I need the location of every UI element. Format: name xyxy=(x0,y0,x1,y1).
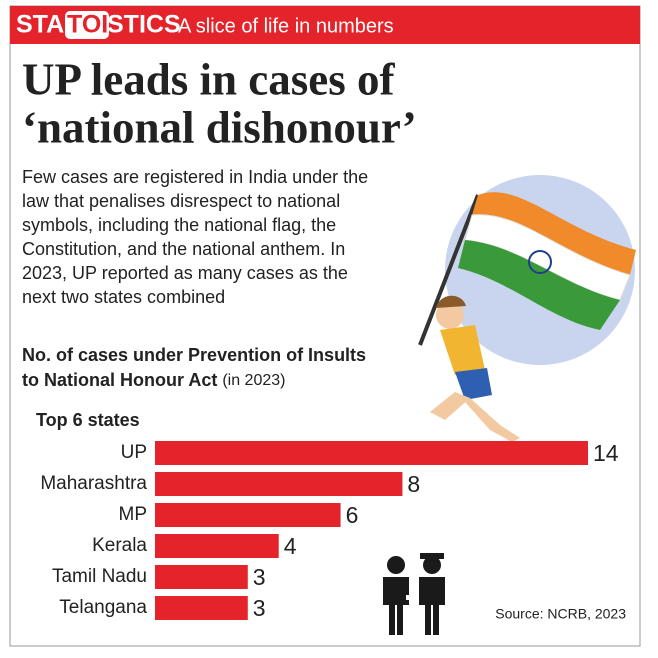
category-label: Maharashtra xyxy=(40,473,147,494)
text-block: UP leads in cases of ‘national dishonour… xyxy=(22,54,417,152)
intro-line: Constitution, and the national anthem. I… xyxy=(22,239,345,259)
header-bar xyxy=(10,6,640,44)
source: Source: NCRB, 2023 xyxy=(495,606,626,622)
bar xyxy=(155,596,248,620)
bar xyxy=(155,472,403,496)
headline: UP leads in cases of xyxy=(22,54,396,104)
category-label: Tamil Nadu xyxy=(52,566,147,587)
value-label: 4 xyxy=(284,533,297,559)
chart-title-line: to National Honour Act xyxy=(22,370,217,390)
bar xyxy=(155,534,279,558)
bar xyxy=(155,503,341,527)
category-axis-title: Top 6 states xyxy=(36,410,140,430)
value-label: 8 xyxy=(407,471,420,497)
category-label: MP xyxy=(119,504,148,525)
intro-line: 2023, UP reported as many cases as the xyxy=(22,263,348,283)
category-label: Kerala xyxy=(92,535,147,556)
chart-title: to National Honour Act (in 2023) xyxy=(22,370,285,390)
brand-end: STICS xyxy=(107,11,181,39)
intro-line: Few cases are registered in India under … xyxy=(22,167,368,187)
headline: ‘national dishonour’ xyxy=(22,102,417,152)
bar xyxy=(155,441,588,465)
value-label: 3 xyxy=(253,564,266,590)
bar xyxy=(155,565,248,589)
category-label: UP xyxy=(121,442,147,463)
intro-line: next two states combined xyxy=(22,287,225,307)
intro-line: law that penalises disrespect to nationa… xyxy=(22,191,340,211)
brand-middle: TOI xyxy=(67,11,108,39)
chart-subtitle: (in 2023) xyxy=(222,372,285,389)
category-label: Telangana xyxy=(59,597,147,618)
illustration xyxy=(418,175,636,442)
brand-box xyxy=(65,11,109,39)
chart-title: No. of cases under Prevention of Insults xyxy=(22,345,366,365)
intro-line: symbols, including the national flag, th… xyxy=(22,215,336,235)
brand-start: STA xyxy=(16,11,64,39)
tagline: A slice of life in numbers xyxy=(178,15,394,37)
police-icon xyxy=(383,553,445,635)
value-label: 14 xyxy=(593,440,619,466)
value-label: 6 xyxy=(346,502,359,528)
value-label: 3 xyxy=(253,595,266,621)
